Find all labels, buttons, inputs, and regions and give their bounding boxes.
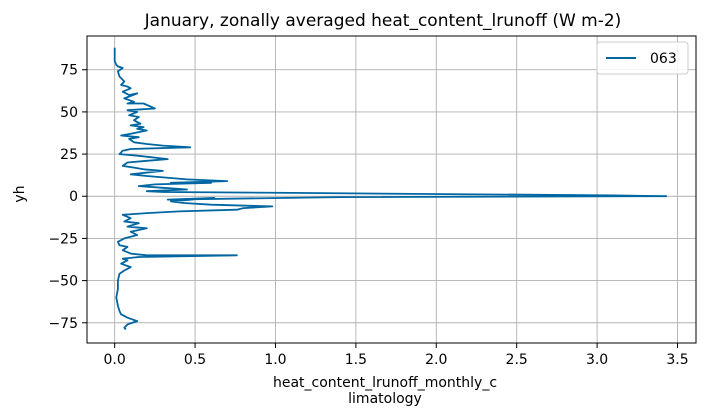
x-tick-label: 3.5 — [666, 352, 688, 368]
x-axis-label-line-1: heat_content_lrunoff_monthly_c — [273, 375, 497, 391]
y-tick-label: 0 — [69, 189, 78, 205]
y-tick-label: 25 — [60, 147, 78, 163]
y-tick-label: 50 — [60, 105, 78, 121]
x-tick-label: 3.0 — [586, 352, 608, 368]
chart-title: January, zonally averaged heat_content_l… — [144, 11, 622, 31]
legend: 063 — [596, 41, 689, 75]
series-layer — [113, 47, 668, 331]
plot-frame — [86, 35, 697, 344]
legend-box — [596, 41, 689, 75]
x-tick-label: 1.0 — [264, 352, 286, 368]
x-tick-label: 2.0 — [425, 352, 447, 368]
axes: 0.0 0.5 1.0 1.5 2.0 2.5 3.0 3.5 −75 −50 −25 0 25 50 75 — [48, 35, 697, 368]
y-axis-label: yh — [12, 185, 28, 202]
y-tick-label: −25 — [48, 231, 78, 247]
grid — [87, 36, 696, 343]
x-tick-label: 1.5 — [345, 352, 367, 368]
y-tick-label: −75 — [48, 316, 78, 332]
legend-label: 063 — [650, 51, 677, 67]
y-tick-label: −50 — [48, 274, 78, 290]
x-tick-label: 0.5 — [184, 352, 206, 368]
x-axis-label-line-2: limatology — [348, 391, 422, 407]
series-line — [113, 47, 668, 331]
x-tick-label: 2.5 — [506, 352, 528, 368]
y-tick-label: 75 — [60, 63, 78, 79]
x-tick-label: 0.0 — [104, 352, 126, 368]
